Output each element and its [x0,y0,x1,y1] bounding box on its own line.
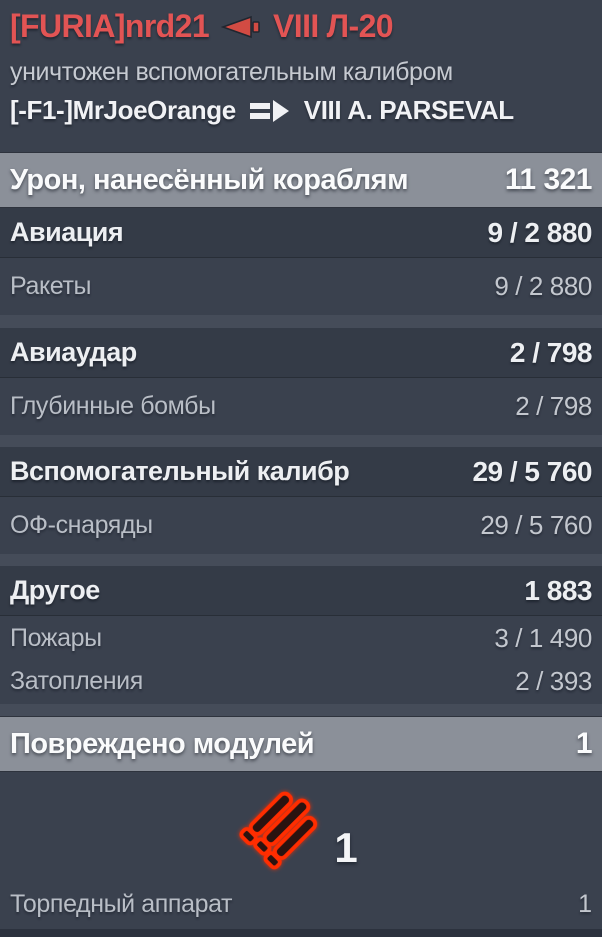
section-divider [0,315,602,328]
table-row-rockets: Ракеты 9 / 2 880 [0,258,602,315]
section-divider [0,704,602,716]
table-row-torpedo-tubes: Торпедный аппарат 1 [0,890,602,929]
kill-summary: [FURIA]nrd21 VIII Л-20 уничтожен вспомог… [0,0,602,152]
damaged-modules-value: 1 [575,727,593,760]
row-value: 3 / 1 490 [494,623,592,653]
table-row-he-shells: ОФ-снаряды 29 / 5 760 [0,497,602,554]
table-row-category-airstrike: Авиаудар 2 / 798 [0,328,602,378]
table-row-fires: Пожары 3 / 1 490 [0,617,602,660]
row-label: Затопления [10,667,143,695]
torpedo-tubes-icon [239,791,318,870]
row-label: Торпедный аппарат [10,890,233,918]
killer-ship-tier: VIII [303,95,342,125]
table-row-category-other: Другое 1 883 [0,566,602,616]
total-damage-header: Урон, нанесённый кораблям 11 321 [0,152,602,208]
table-subblock-other: Пожары 3 / 1 490 Затопления 2 / 393 [0,616,602,704]
total-damage-label: Урон, нанесённый кораблям [10,163,409,196]
row-label: Ракеты [10,272,92,300]
table-row-category-aviation: Авиация 9 / 2 880 [0,208,602,258]
killer-line: [-F1-]MrJoeOrange VIII A. PARSEVAL [10,95,592,126]
kill-arrow-left-icon [221,15,260,38]
row-label: Другое [10,575,100,605]
row-label: Глубинные бомбы [10,392,216,420]
table-row-depth-charges: Глубинные бомбы 2 / 798 [0,378,602,435]
victim-player-name[interactable]: [FURIA]nrd21 [10,8,210,44]
section-divider [0,435,602,447]
death-cause-text: уничтожен вспомогательным калибром [10,58,453,86]
killer-ship-name[interactable]: A. PARSEVAL [347,95,514,125]
row-value: 2 / 393 [515,666,592,696]
panel-bottom-edge [0,929,602,937]
row-value: 2 / 798 [515,391,592,421]
row-value: 1 [578,890,592,918]
damaged-module-figure: 1 [0,772,602,890]
damaged-modules-header: Повреждено модулей 1 [0,716,602,772]
damaged-modules-label: Повреждено модулей [10,727,315,760]
killer-player-name[interactable]: [-F1-]MrJoeOrange [10,95,236,125]
row-value: 29 / 5 760 [480,510,592,540]
row-label: ОФ-снаряды [10,511,153,539]
total-damage-value: 11 321 [504,163,593,196]
row-value: 29 / 5 760 [472,455,592,487]
row-label: Авиация [10,217,124,247]
row-value: 2 / 798 [509,336,593,368]
double-right-arrow-icon [249,99,289,122]
damaged-module-count: 1 [334,824,358,871]
row-value: 9 / 2 880 [487,216,593,248]
row-value: 1 883 [524,574,592,606]
row-label: Вспомогательный калибр [10,456,350,486]
victim-ship-tier: VIII [273,8,319,44]
victim-ship-name[interactable]: Л-20 [326,8,394,44]
row-label: Пожары [10,624,102,652]
victim-line: [FURIA]nrd21 VIII Л-20 [10,6,592,45]
section-divider [0,554,602,566]
table-row-floodings: Затопления 2 / 393 [0,660,602,703]
row-value: 9 / 2 880 [494,271,592,301]
table-row-category-secondary: Вспомогательный калибр 29 / 5 760 [0,447,602,497]
row-label: Авиаудар [10,337,137,367]
